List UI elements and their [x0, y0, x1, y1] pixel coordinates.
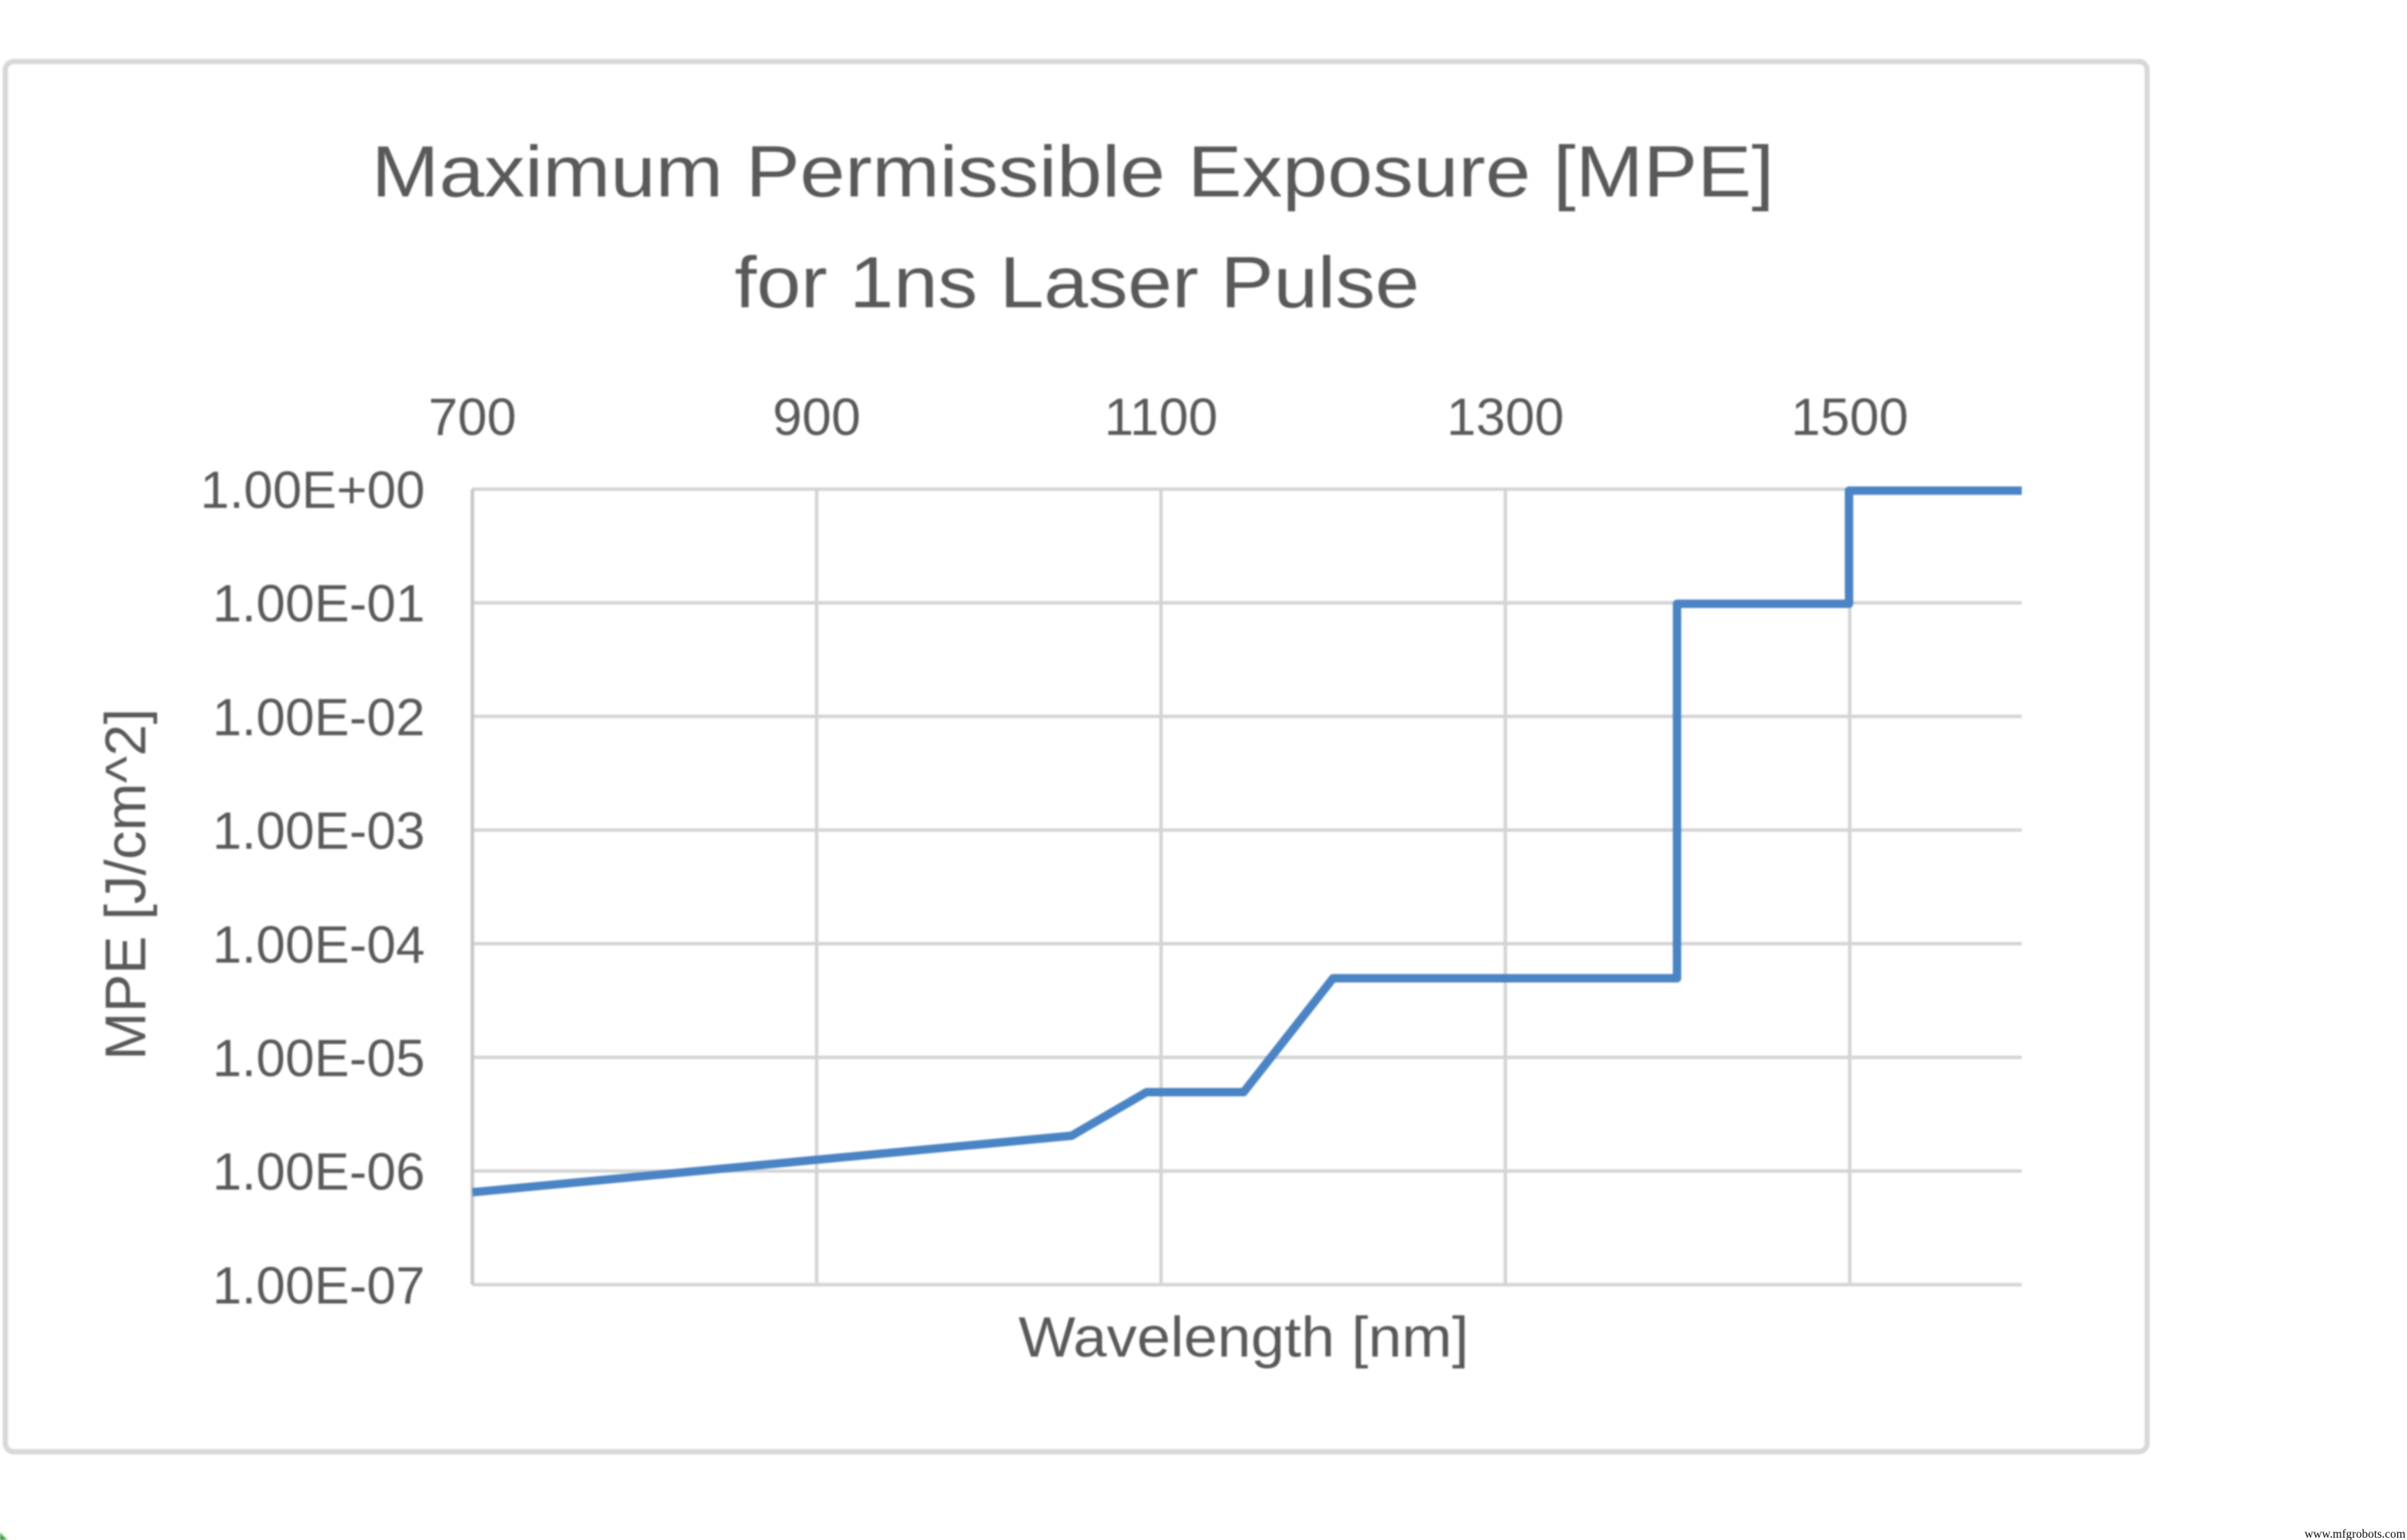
- svg-text:1.00E+00: 1.00E+00: [200, 461, 425, 520]
- svg-text:for 1ns Laser Pulse: for 1ns Laser Pulse: [735, 242, 1419, 323]
- svg-text:1.00E-03: 1.00E-03: [212, 802, 425, 861]
- svg-text:1.00E-05: 1.00E-05: [212, 1029, 425, 1088]
- svg-text:700: 700: [428, 387, 516, 446]
- svg-text:1.00E-04: 1.00E-04: [212, 915, 425, 974]
- svg-text:www.mfgrobots.com: www.mfgrobots.com: [2305, 1528, 2406, 1540]
- svg-text:Maximum Permissible Exposure [: Maximum Permissible Exposure [MPE]: [371, 131, 1774, 212]
- svg-text:Wavelength [nm]: Wavelength [nm]: [1019, 1305, 1469, 1369]
- svg-text:1100: 1100: [1105, 387, 1218, 446]
- svg-text:1500: 1500: [1791, 387, 1909, 446]
- svg-text:1300: 1300: [1447, 387, 1565, 446]
- svg-text:MPE [J/cm^2]: MPE [J/cm^2]: [93, 708, 157, 1060]
- svg-text:1.00E-07: 1.00E-07: [212, 1256, 425, 1315]
- svg-text:1.00E-02: 1.00E-02: [212, 688, 425, 747]
- svg-text:900: 900: [773, 387, 861, 446]
- svg-text:1.00E-01: 1.00E-01: [212, 574, 425, 633]
- svg-text:1.00E-06: 1.00E-06: [212, 1143, 425, 1201]
